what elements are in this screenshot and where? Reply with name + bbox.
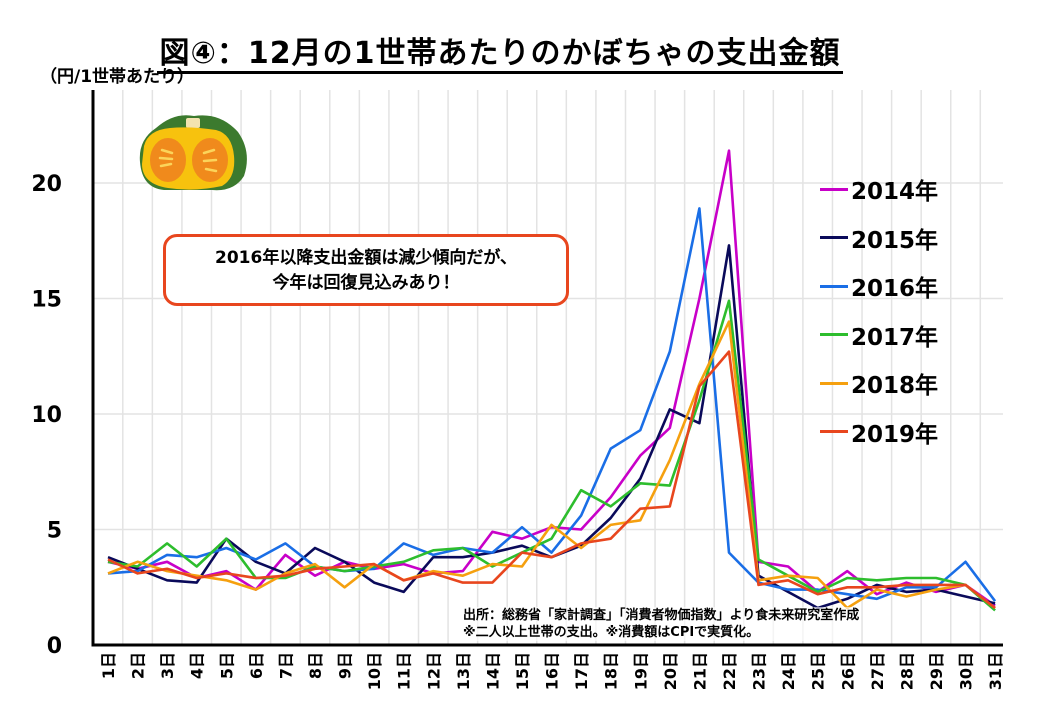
x-tick-label: 4日	[188, 652, 207, 679]
x-tick-label: 6日	[247, 652, 266, 679]
source-line-1: 出所：総務省「家計調査」「消費者物価指数」より食未来研究室作成	[463, 608, 860, 623]
pumpkin-icon	[134, 112, 252, 198]
chart-title-text: 図④：12月の1世帯あたりのかぼちゃの支出金額	[157, 36, 843, 74]
y-tick-label: 0	[47, 634, 62, 659]
x-tick-label: 3日	[158, 652, 177, 679]
x-tick-label: 23日	[750, 652, 769, 690]
legend-swatch	[820, 381, 848, 385]
source-note: 出所：総務省「家計調査」「消費者物価指数」より食未来研究室作成 ※二人以上世帯の…	[463, 607, 860, 641]
legend-item-2014: 2014年	[820, 165, 938, 214]
callout-line-2: 今年は回復見込みあり！	[272, 273, 460, 293]
legend-label: 2018年	[851, 373, 939, 400]
series-line-2019年	[107, 350, 996, 610]
y-tick-labels: 0 5 10 15 20	[31, 172, 62, 659]
x-tick-label: 16日	[543, 652, 562, 690]
y-tick-label: 15	[31, 288, 62, 313]
legend-item-2019: 2019年	[820, 408, 938, 457]
x-tick-label: 17日	[572, 652, 591, 690]
x-tick-label: 24日	[779, 652, 798, 690]
legend-swatch	[820, 333, 848, 337]
legend-swatch	[820, 430, 848, 434]
y-tick-label: 10	[31, 403, 62, 428]
legend-label: 2015年	[851, 227, 939, 254]
x-tick-label: 19日	[631, 652, 650, 690]
x-tick-label: 10日	[365, 652, 384, 690]
x-tick-label: 12日	[424, 652, 443, 690]
x-tick-label: 1日	[99, 652, 118, 679]
x-tick-label: 29日	[927, 652, 946, 690]
axes	[91, 90, 1003, 647]
x-tick-label: 20日	[661, 652, 680, 690]
x-tick-label: 18日	[602, 652, 621, 690]
x-tick-label: 22日	[720, 652, 739, 690]
legend-label: 2019年	[851, 421, 939, 448]
x-tick-label: 14日	[483, 652, 502, 690]
legend-item-2017: 2017年	[820, 311, 938, 360]
x-tick-label: 2日	[129, 652, 148, 679]
legend-label: 2016年	[851, 276, 939, 303]
x-tick-label: 11日	[395, 652, 414, 690]
series-group	[107, 149, 997, 612]
x-tick-label: 9日	[336, 652, 355, 679]
legend: 2014年 2015年 2016年 2017年 2018年 2019年	[820, 165, 938, 456]
legend-item-2016: 2016年	[820, 262, 938, 311]
legend-swatch	[820, 236, 848, 240]
legend-swatch	[820, 187, 848, 191]
legend-label: 2014年	[851, 179, 939, 206]
chart-title: 図④：12月の1世帯あたりのかぼちゃの支出金額	[0, 28, 1000, 74]
x-tick-label: 5日	[217, 652, 236, 679]
x-tick-label: 25日	[809, 652, 828, 690]
legend-label: 2017年	[851, 324, 939, 351]
series-line-2016年	[107, 207, 997, 602]
x-tick-label: 7日	[276, 652, 295, 679]
legend-item-2018: 2018年	[820, 359, 938, 408]
x-tick-label: 8日	[306, 652, 325, 679]
legend-swatch	[820, 284, 848, 288]
x-tick-label: 28日	[897, 652, 916, 690]
y-axis-unit-label: （円/1世帯あたり）	[40, 67, 195, 87]
x-tick-label: 13日	[454, 652, 473, 690]
x-tick-labels: 1日 2日 3日 4日 5日 6日 7日 8日 9日 10日 11日 12日 13日 14日 15日 16日 1…	[99, 652, 1005, 690]
x-tick-label: 27日	[868, 652, 887, 690]
source-line-2: ※二人以上世帯の支出。※消費額はCPIで実質化。	[463, 625, 760, 640]
annotation-callout: 2016年以降支出金額は減少傾向だが、 今年は回復見込みあり！	[163, 234, 569, 306]
x-tick-label: 15日	[513, 652, 532, 690]
x-tick-label: 26日	[838, 652, 857, 690]
x-tick-label: 31日	[986, 652, 1005, 690]
y-tick-label: 5	[47, 519, 62, 544]
x-tick-label: 21日	[690, 652, 709, 690]
legend-item-2015: 2015年	[820, 214, 938, 263]
x-tick-label: 30日	[957, 652, 976, 690]
y-tick-label: 20	[31, 172, 62, 197]
callout-line-1: 2016年以降支出金額は減少傾向だが、	[215, 248, 517, 268]
